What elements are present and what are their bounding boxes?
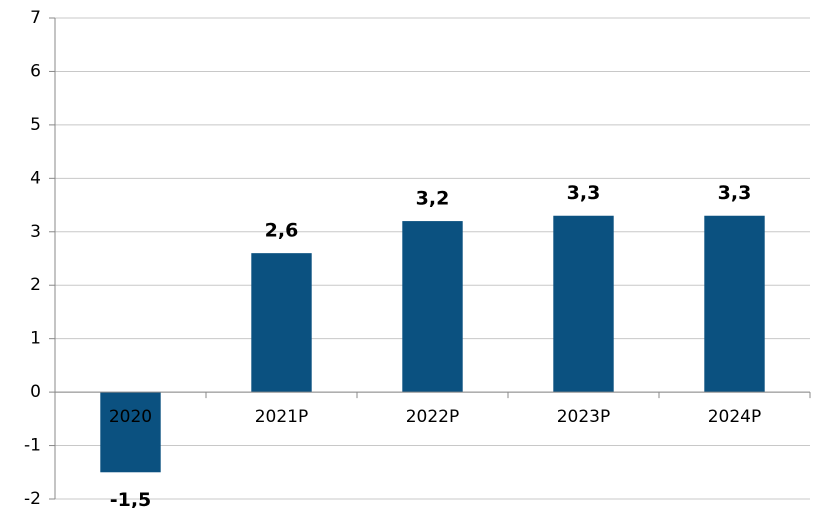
y-tick-label: -1 <box>24 436 41 456</box>
value-label: 2,6 <box>265 220 299 242</box>
y-tick-label: 2 <box>30 275 41 295</box>
x-tick-label: 2020 <box>109 407 152 427</box>
y-tick-label: 4 <box>30 168 41 188</box>
bar <box>553 215 614 393</box>
y-tick-label: 1 <box>30 329 41 349</box>
x-tick-label: 2021P <box>255 407 309 427</box>
y-tick-label: -2 <box>24 489 41 508</box>
y-tick-label: 3 <box>30 222 41 242</box>
bar <box>704 215 765 393</box>
y-tick-label: 0 <box>30 382 41 402</box>
value-label: 3,3 <box>718 182 752 204</box>
value-label: -1,5 <box>110 489 152 508</box>
value-label: 3,2 <box>416 188 450 210</box>
bar <box>100 392 161 473</box>
bar <box>402 221 463 393</box>
value-label: 3,3 <box>567 182 601 204</box>
x-tick-label: 2023P <box>557 407 611 427</box>
bar <box>251 253 312 393</box>
y-tick-label: 5 <box>30 115 41 135</box>
x-tick-label: 2024P <box>708 407 762 427</box>
y-tick-label: 7 <box>30 8 41 28</box>
x-tick-label: 2022P <box>406 407 460 427</box>
y-tick-label: 6 <box>30 61 41 81</box>
